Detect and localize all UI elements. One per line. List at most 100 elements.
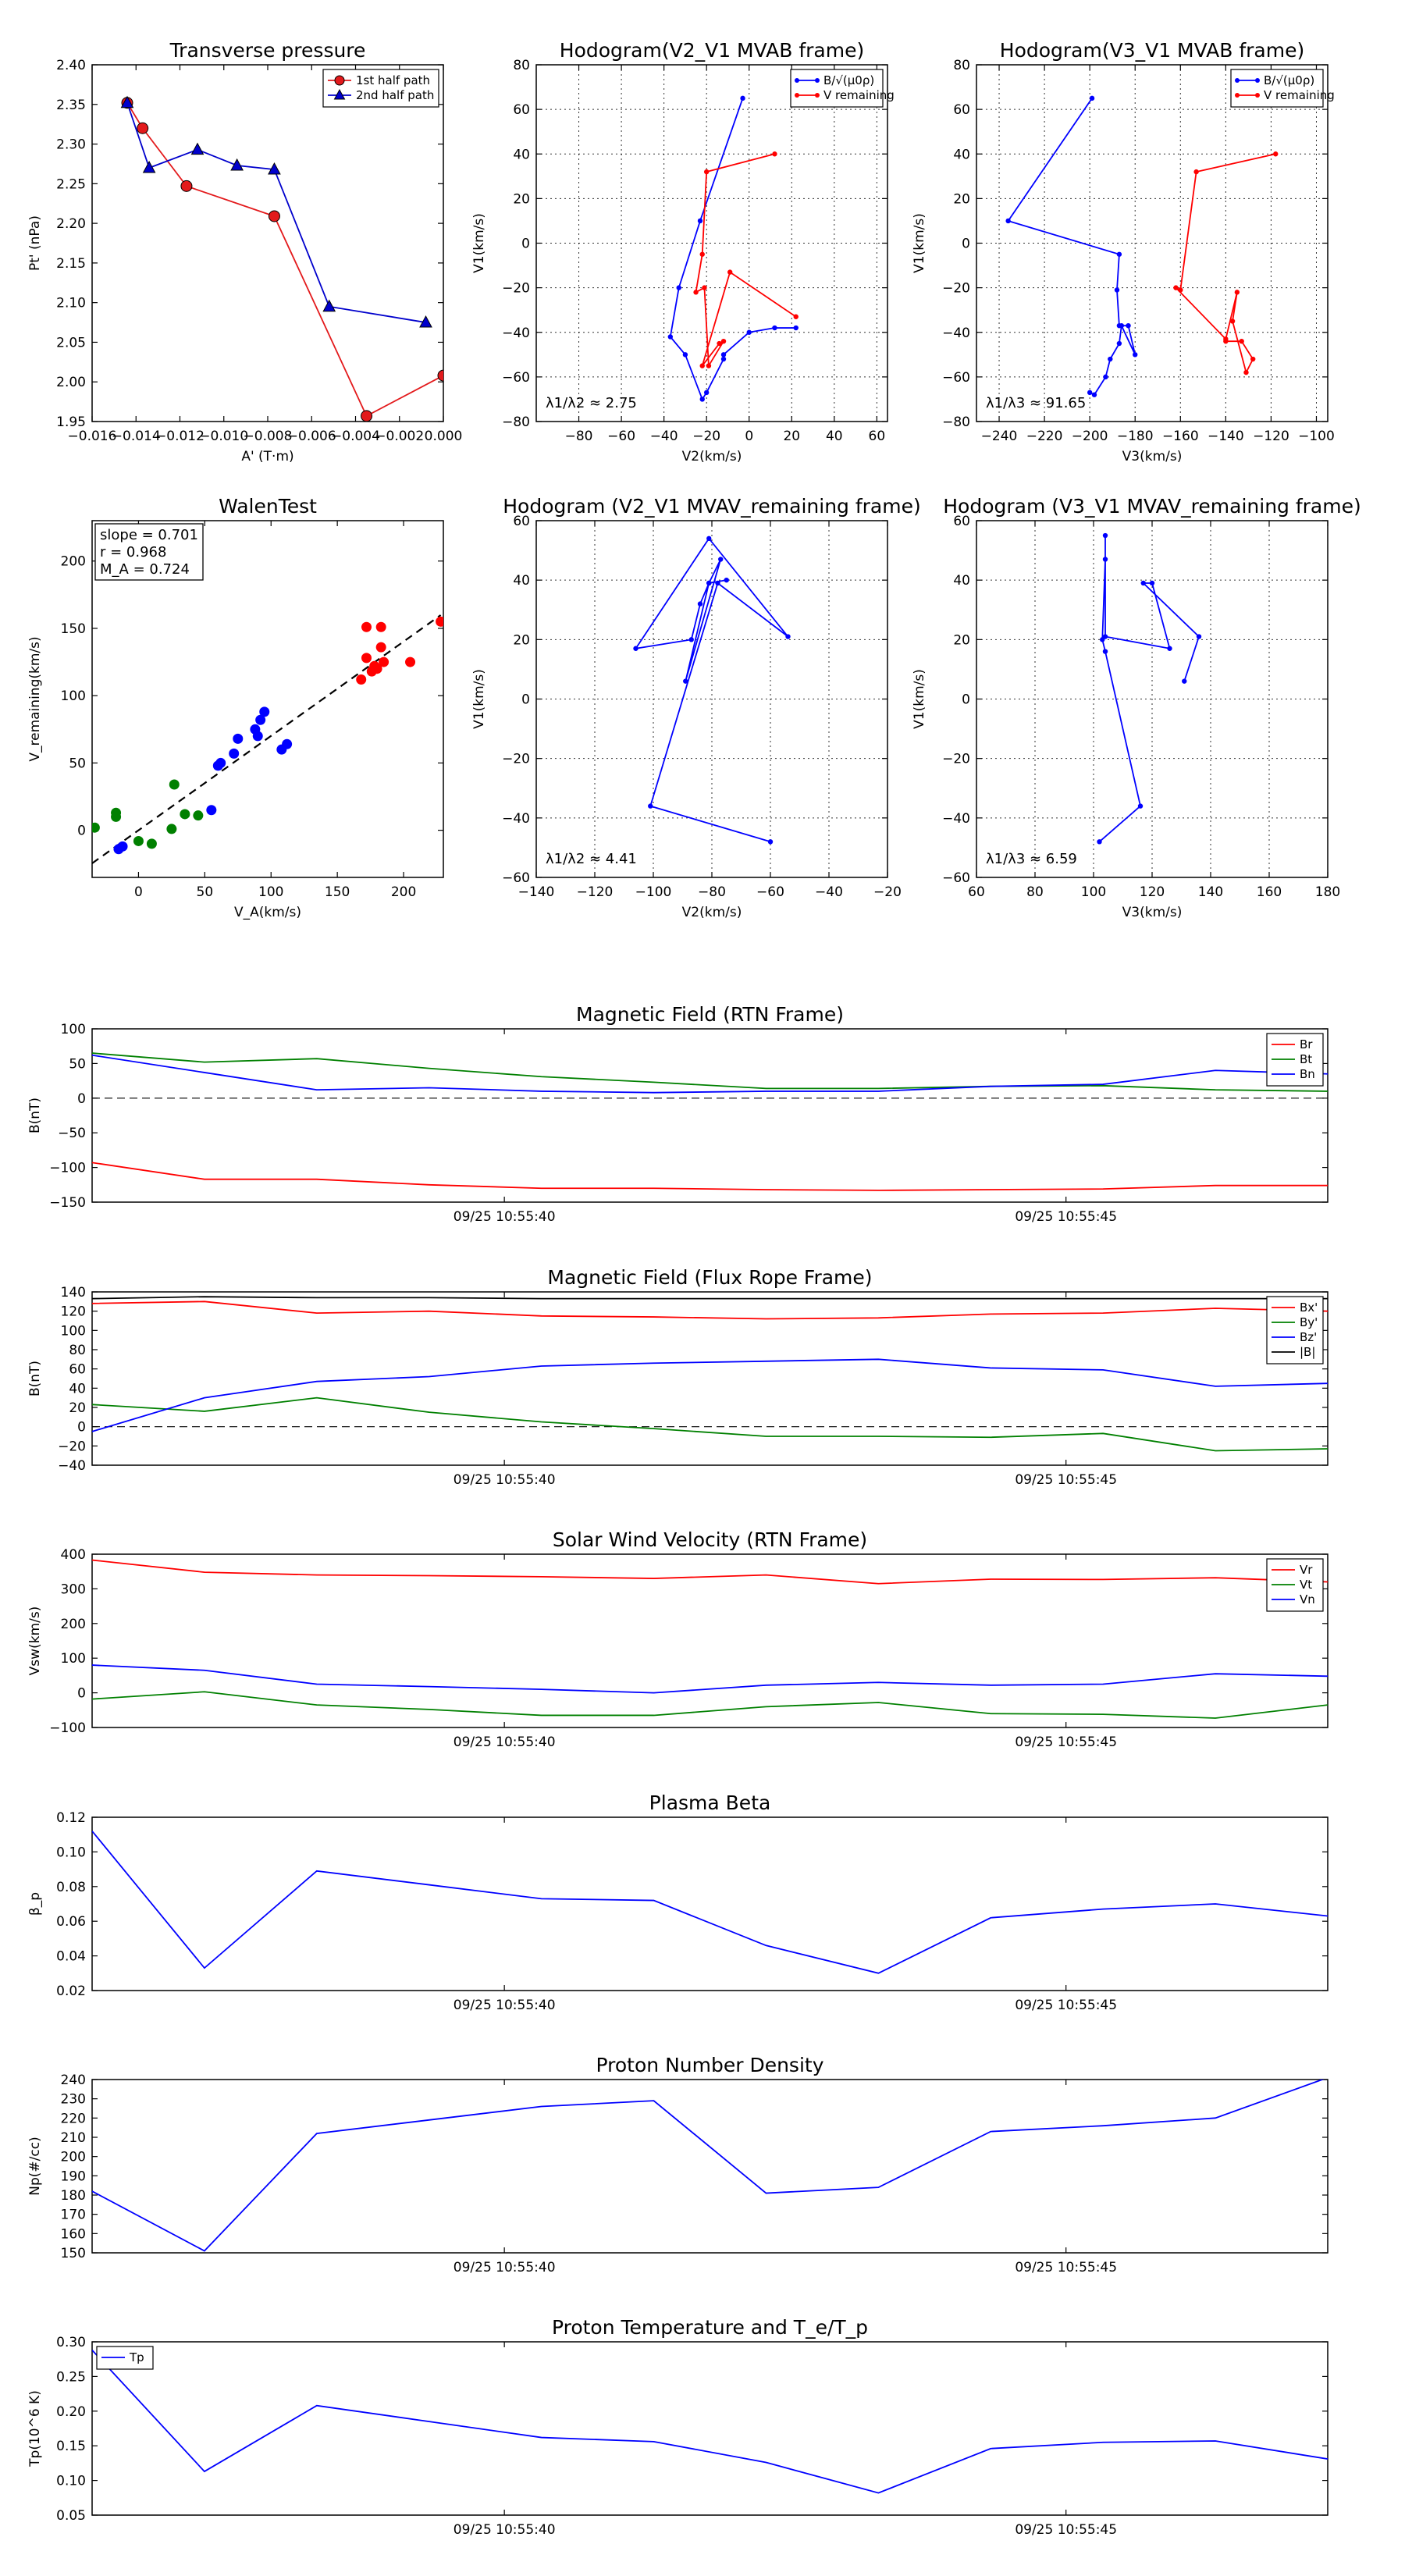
- y-tick-label: −50: [58, 1126, 86, 1141]
- x-tick-label: 09/25 10:55:40: [454, 1735, 556, 1750]
- y-tick-label: 200: [61, 554, 86, 570]
- y-tick-label: 0: [77, 1091, 86, 1107]
- x-tick-label: 09/25 10:55:40: [454, 2260, 556, 2275]
- scatter-point: [146, 838, 157, 849]
- data-point: [676, 285, 681, 290]
- legend-label: Bn: [1300, 1067, 1315, 1081]
- data-point: [682, 352, 688, 358]
- y-tick-label: −40: [502, 811, 530, 827]
- x-tick-label: −120: [577, 884, 614, 900]
- data-point: [697, 601, 703, 607]
- data-point: [1116, 340, 1122, 347]
- y-tick-label: 220: [61, 2111, 86, 2126]
- stats-line: slope = 0.701: [100, 527, 198, 543]
- y-tick-label: 0.30: [56, 2335, 86, 2350]
- scatter-point: [361, 621, 372, 632]
- data-point: [1102, 634, 1108, 639]
- legend-box: [790, 69, 884, 108]
- chart-title: Hodogram (V3_V1 MVAV_remaining frame): [943, 495, 1361, 518]
- stats-line: r = 0.968: [100, 544, 166, 560]
- chart-panel-beta: 0.02 0.04 0.06 0.08 0.10 0.12 09/25 10:55:40 09…: [27, 1791, 1329, 2013]
- y-tick-label: 0.06: [56, 1914, 86, 1930]
- data-point: [1133, 352, 1138, 358]
- x-tick-label: 0.000: [425, 429, 463, 444]
- y-tick-label: −100: [49, 1161, 86, 1176]
- x-axis-label: V2(km/s): [682, 905, 742, 920]
- data-point: [715, 580, 720, 586]
- data-point: [727, 269, 733, 275]
- y-tick-label: 40: [953, 147, 970, 162]
- legend-label: 2nd half path: [356, 88, 434, 102]
- scatter-point: [180, 809, 190, 820]
- y-tick-label: −60: [942, 370, 970, 386]
- x-tick-label: −0.008: [244, 429, 293, 444]
- data-point: [699, 251, 705, 257]
- data-point: [1223, 338, 1229, 344]
- chart-panel-hv2: −60 −40 −20 0 20 40 60 60 80 100 120 140 160 180 Hodog…: [912, 495, 1361, 920]
- series-line-bt: [92, 1052, 1328, 1092]
- data-point: [1182, 678, 1187, 684]
- plot-area: [92, 1559, 1328, 1719]
- y-tick-label: −20: [502, 752, 530, 767]
- stats-line: M_A = 0.724: [100, 561, 190, 578]
- y-tick-label: 150: [61, 2246, 86, 2261]
- y-tick-label: 60: [953, 102, 970, 118]
- y-tick-label: 0: [962, 237, 970, 252]
- data-point: [720, 352, 727, 358]
- data-point: [785, 634, 791, 639]
- plot-area: [92, 1296, 1328, 1452]
- x-tick-label: −100: [1298, 429, 1335, 444]
- eigenvalue-annotation: λ1/λ2 ≈ 4.41: [546, 851, 637, 867]
- y-tick-label: 1.95: [56, 415, 86, 430]
- data-point: [120, 95, 134, 109]
- x-tick-label: 150: [325, 884, 350, 900]
- x-tick-label: 60: [968, 884, 985, 900]
- data-point: [697, 218, 703, 224]
- data-point: [1229, 318, 1236, 324]
- scatter-point: [259, 706, 270, 717]
- y-tick-label: 180: [61, 2188, 86, 2204]
- y-tick-label: 300: [61, 1582, 86, 1597]
- data-point: [703, 169, 710, 175]
- y-tick-label: 0.04: [56, 1949, 86, 1965]
- y-tick-label: 20: [69, 1400, 86, 1416]
- data-point: [1126, 322, 1131, 329]
- x-tick-label: −60: [607, 429, 635, 444]
- legend-marker: [1255, 93, 1260, 98]
- x-tick-label: −0.016: [68, 429, 117, 444]
- plot-area: [92, 2080, 1325, 2252]
- y-tick-label: 0.25: [56, 2369, 86, 2385]
- axes-frame: [91, 1028, 1329, 1203]
- x-tick-label: −60: [756, 884, 784, 900]
- y-tick-label: 100: [61, 1323, 86, 1339]
- x-tick-label: 40: [826, 429, 843, 444]
- y-tick-label: −80: [502, 415, 530, 430]
- x-tick-label: 09/25 10:55:45: [1015, 1472, 1117, 1488]
- legend-marker: [815, 93, 820, 98]
- y-tick-label: 120: [61, 1304, 86, 1320]
- axes-frame: [91, 1291, 1329, 1466]
- chart-title: Hodogram(V2_V1 MVAB frame): [560, 39, 864, 62]
- y-tick-label: 230: [61, 2092, 86, 2108]
- legend-marker: [815, 78, 820, 83]
- x-tick-label: 100: [258, 884, 283, 900]
- x-tick-label: −80: [698, 884, 726, 900]
- data-point: [1091, 392, 1097, 397]
- y-tick-label: −40: [942, 326, 970, 341]
- axes-frame: [91, 1816, 1329, 1991]
- y-tick-label: 200: [61, 2150, 86, 2165]
- legend-label: 1st half path: [356, 73, 430, 87]
- data-point: [793, 325, 799, 331]
- y-tick-label: −80: [942, 415, 970, 430]
- scatter-point: [361, 653, 372, 664]
- data-point: [180, 180, 193, 192]
- chart-panel-vsw: −100 0 100 200 300 400 09/25 10:55:40 09/25 10:…: [27, 1528, 1329, 1750]
- x-tick-label: 50: [197, 884, 214, 900]
- y-tick-label: 100: [61, 688, 86, 704]
- y-tick-label: 0: [77, 1686, 86, 1702]
- chart-panel-hb1: −80 −60 −40 −20 0 20 40 60 80 −80 −60 −40 −20 0 20 40 60…: [471, 39, 895, 464]
- legend-label: B/√(μ0ρ): [823, 73, 874, 87]
- scatter-point: [233, 733, 244, 744]
- y-tick-label: −40: [502, 326, 530, 341]
